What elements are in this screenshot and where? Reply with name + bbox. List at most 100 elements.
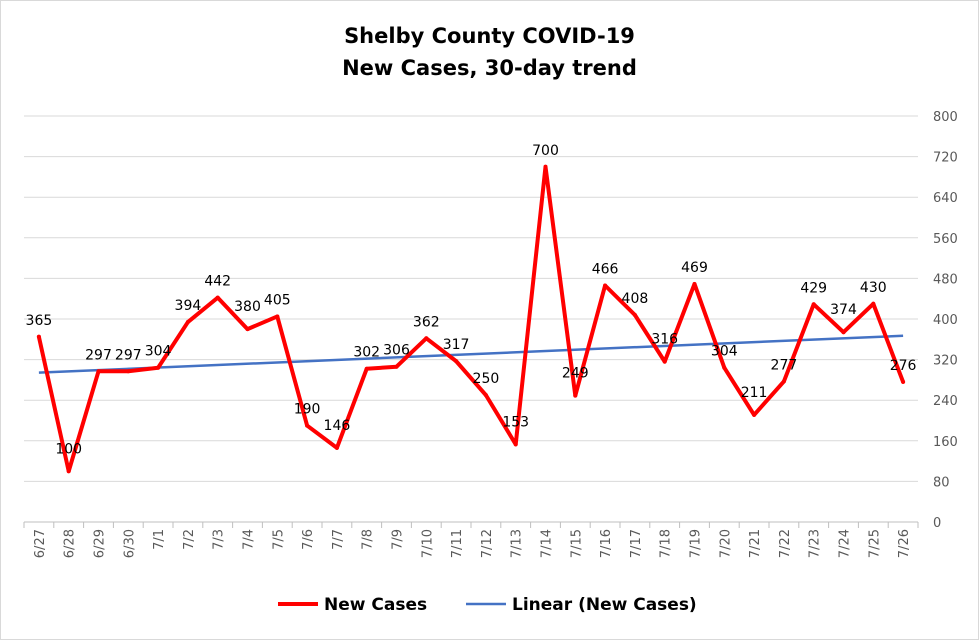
data-point	[841, 330, 846, 335]
data-point	[305, 423, 310, 428]
data-label: 276	[890, 358, 917, 374]
gridlines	[24, 115, 918, 523]
data-label: 317	[443, 337, 470, 353]
x-tick-label: 7/24	[838, 529, 853, 558]
trendline-linear	[38, 334, 904, 374]
series-line-new-cases	[36, 164, 906, 474]
data-point	[901, 379, 906, 384]
data-point	[394, 364, 399, 369]
y-tick-label: 720	[933, 151, 958, 166]
x-tick-label: 6/27	[33, 529, 48, 558]
data-label: 466	[592, 262, 619, 278]
x-tick-label: 7/5	[271, 529, 286, 550]
legend-label-new-cases: New Cases	[324, 595, 427, 615]
data-point	[275, 314, 280, 319]
x-tick-label: 7/10	[420, 529, 435, 558]
data-label: 302	[353, 345, 380, 361]
data-point	[573, 393, 578, 398]
x-tick-label: 7/12	[480, 529, 495, 558]
y-tick-label: 80	[933, 475, 950, 490]
y-tick-label: 320	[933, 354, 958, 369]
x-tick-label: 7/4	[242, 529, 257, 550]
data-point	[692, 281, 697, 286]
data-label: 408	[622, 291, 649, 307]
x-tick-label: 7/23	[808, 529, 823, 558]
x-tick-label: 7/17	[629, 529, 644, 558]
data-label: 277	[771, 357, 798, 373]
data-label: 304	[145, 344, 172, 360]
data-label: 430	[860, 280, 887, 296]
data-point	[662, 359, 667, 364]
data-label: 250	[473, 371, 500, 387]
x-tick-label: 7/2	[182, 529, 197, 550]
data-label: 700	[532, 143, 559, 159]
x-tick-label: 6/29	[93, 529, 108, 558]
chart-subtitle: New Cases, 30-day trend	[342, 56, 637, 80]
x-tick-label: 6/28	[63, 529, 78, 558]
data-label: 190	[294, 402, 321, 418]
data-label: 146	[324, 418, 351, 434]
data-label: 304	[711, 344, 738, 360]
data-point	[543, 164, 548, 169]
data-point	[603, 283, 608, 288]
data-point	[36, 334, 41, 339]
data-point	[334, 445, 339, 450]
data-label: 249	[562, 366, 589, 382]
x-tick-label: 7/26	[897, 529, 912, 558]
chart-title: Shelby County COVID-19	[344, 24, 635, 48]
data-label: 211	[741, 385, 768, 401]
x-tick-label: 7/8	[361, 529, 376, 550]
y-tick-label: 160	[933, 435, 958, 450]
data-point	[752, 412, 757, 417]
data-label: 362	[413, 314, 440, 330]
data-point	[454, 359, 459, 364]
x-tick-label: 7/18	[659, 529, 674, 558]
y-tick-label: 560	[933, 232, 958, 247]
data-point	[781, 379, 786, 384]
data-point	[513, 442, 518, 447]
series-layer	[36, 164, 906, 474]
data-label: 380	[234, 299, 261, 315]
data-point	[632, 312, 637, 317]
y-tick-label: 400	[933, 313, 958, 328]
data-point	[871, 301, 876, 306]
data-label: 297	[85, 347, 112, 363]
x-tick-label: 7/3	[212, 529, 227, 550]
data-point	[483, 393, 488, 398]
data-point	[722, 365, 727, 370]
x-tick-label: 7/1	[152, 529, 167, 550]
y-tick-label: 0	[933, 516, 941, 531]
y-axis-ticks: 0 80 160 240 320 400 480 560 640 720 800	[933, 110, 958, 531]
data-point	[156, 365, 161, 370]
data-label: 297	[115, 347, 142, 363]
x-axis: 6/27 6/28 6/29 6/30 7/1 7/2 7/3 7/4 7/5 7/6 7/7 7/8…	[23, 522, 919, 558]
x-tick-label: 7/7	[331, 529, 346, 550]
data-label: 469	[681, 260, 708, 276]
data-point	[215, 295, 220, 300]
data-point	[96, 369, 101, 374]
legend: New Cases Linear (New Cases)	[278, 595, 697, 615]
y-tick-label: 640	[933, 191, 958, 206]
x-tick-label: 7/6	[301, 529, 316, 550]
x-tick-label: 7/15	[569, 529, 584, 558]
x-tick-label: 7/19	[689, 529, 704, 558]
data-point	[66, 469, 71, 474]
x-tick-label: 6/30	[122, 529, 137, 558]
x-tick-label: 7/16	[599, 529, 614, 558]
data-label: 442	[204, 274, 231, 290]
data-point	[364, 366, 369, 371]
chart-title-block: Shelby County COVID-19 New Cases, 30-day…	[0, 20, 979, 84]
data-point	[126, 369, 131, 374]
x-tick-label: 7/13	[510, 529, 525, 558]
y-tick-label: 480	[933, 272, 958, 287]
data-point	[811, 302, 816, 307]
data-label: 429	[800, 280, 827, 296]
data-label: 306	[383, 343, 410, 359]
x-tick-label: 7/21	[748, 529, 763, 558]
x-tick-label: 7/20	[718, 529, 733, 558]
x-tick-label: 7/22	[778, 529, 793, 558]
data-label: 316	[651, 332, 678, 348]
x-tick-label: 7/9	[391, 529, 406, 550]
